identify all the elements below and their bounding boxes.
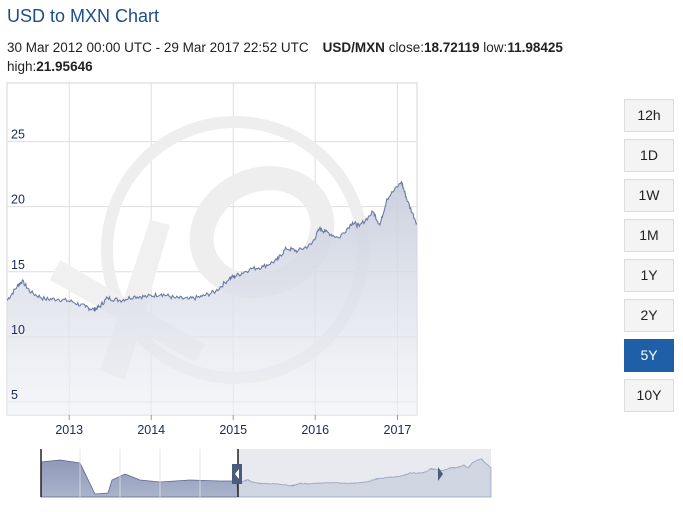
timeframe-button-1w[interactable]: 1W [624, 179, 674, 212]
timeframe-button-5y[interactable]: 5Y [624, 339, 674, 372]
series-line [7, 180, 417, 313]
timeframe-button-1y[interactable]: 1Y [624, 259, 674, 292]
y-tick-label: 20 [11, 193, 25, 207]
timeframe-button-1d[interactable]: 1D [624, 139, 674, 172]
currency-pair: USD/MXN [322, 40, 385, 55]
y-tick-label: 25 [11, 128, 25, 142]
x-tick-label: 2016 [301, 423, 329, 437]
navigator-right-handle[interactable] [438, 467, 443, 481]
low-label: low: [483, 40, 508, 55]
page-title: USD to MXN Chart [7, 6, 160, 26]
x-tick-label: 2014 [137, 423, 165, 437]
navigator-history-series [40, 459, 239, 498]
y-tick-label: 5 [11, 388, 18, 402]
rate-summary: 30 Mar 2012 00:00 UTC - 29 Mar 2017 22:5… [7, 38, 607, 76]
y-tick-label: 10 [11, 323, 25, 337]
navigator-left-handle[interactable] [232, 464, 242, 484]
navigator-selected-series [237, 458, 492, 498]
timeframe-button-2y[interactable]: 2Y [624, 299, 674, 332]
close-label: close: [388, 40, 424, 55]
date-range: 30 Mar 2012 00:00 UTC - 29 Mar 2017 22:5… [7, 40, 309, 55]
low-value: 11.98425 [507, 40, 563, 55]
x-tick-label: 2013 [55, 423, 83, 437]
high-label: high: [7, 59, 37, 74]
y-tick-label: 15 [11, 258, 25, 272]
timeframe-button-10y[interactable]: 10Y [624, 379, 674, 412]
y-axis-labels: 5 10 15 20 25 [11, 128, 25, 402]
navigator-grid [79, 449, 201, 497]
x-tick-label: 2017 [384, 423, 412, 437]
range-navigator[interactable] [40, 449, 492, 498]
timeframe-button-1m[interactable]: 1M [624, 219, 674, 252]
x-axis-labels: 2013 2014 2015 2016 2017 [55, 423, 411, 437]
usd-mxn-series [7, 180, 417, 415]
timeframe-button-12h[interactable]: 12h [624, 99, 674, 132]
close-value: 18.72119 [423, 40, 480, 55]
high-value: 21.95646 [36, 59, 93, 74]
x-tick-label: 2015 [219, 423, 247, 437]
